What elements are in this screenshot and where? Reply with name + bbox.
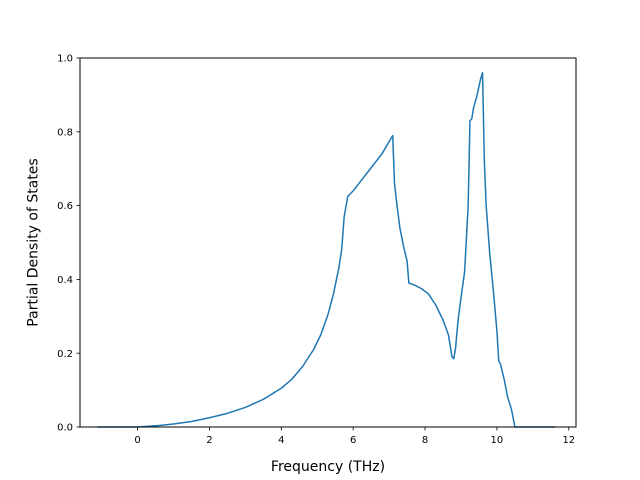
x-tick-label: 2 (206, 435, 212, 446)
x-tick-label: 0 (134, 435, 140, 446)
y-tick-label: 0.6 (57, 201, 73, 212)
x-axis-ticks: 0 2 4 6 8 10 12 (134, 427, 575, 446)
y-tick-label: 0.2 (57, 349, 73, 360)
x-tick-label: 8 (422, 435, 428, 446)
y-tick-label: 0.0 (57, 423, 73, 434)
y-tick-label: 0.8 (57, 127, 73, 138)
y-axis-label: Partial Density of States (26, 158, 42, 326)
x-tick-label: 10 (491, 435, 504, 446)
plot-layer (97, 72, 556, 428)
y-axis-ticks: 0.0 0.2 0.4 0.6 0.8 1.0 (57, 54, 80, 434)
pdos-line (97, 72, 556, 428)
plot-frame (79, 57, 577, 428)
x-axis-label: Frequency (THz) (271, 459, 385, 475)
x-tick-label: 4 (278, 435, 284, 446)
y-tick-label: 0.4 (57, 275, 73, 286)
x-tick-label: 12 (562, 435, 575, 446)
y-tick-label: 1.0 (57, 54, 73, 65)
x-tick-label: 6 (350, 435, 356, 446)
